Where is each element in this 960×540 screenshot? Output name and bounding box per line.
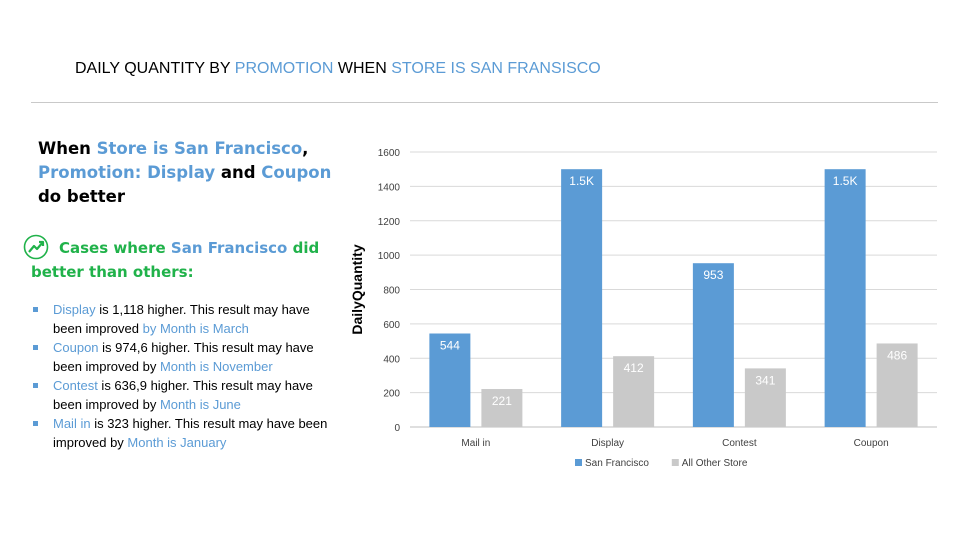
insight-headline: When Store is San Francisco, Promotion: …: [38, 137, 338, 209]
chart-svg: 0 200 400 600 800 1000 1200 1400 1600 DailyQuanti…: [349, 148, 937, 469]
legend-swatch: [575, 459, 582, 466]
insight-condition: by Month is March: [142, 321, 249, 336]
bar-all-other-store: [481, 389, 523, 427]
x-tick-label: Contest: [722, 438, 757, 449]
y-tick-label: 800: [383, 286, 400, 297]
cases-text: Cases where: [59, 239, 171, 257]
insight-category: Coupon: [53, 340, 99, 355]
y-axis-title: DailyQuantity: [349, 244, 365, 334]
data-label: 486: [887, 348, 907, 362]
insight-category: Mail in: [53, 416, 91, 431]
bar-san-francisco: [429, 333, 471, 427]
title-highlight: STORE IS SAN FRANSISCO: [391, 60, 601, 77]
y-tick-label: 600: [383, 320, 400, 331]
legend-swatch: [671, 459, 679, 466]
cases-heading: Cases where San Francisco did better tha…: [23, 234, 331, 284]
trending-up-icon: [23, 234, 49, 260]
data-label: 341: [755, 373, 775, 387]
legend-label: All Other Store: [682, 458, 748, 469]
list-item: Coupon is 974,6 higher. This result may …: [31, 338, 331, 376]
x-tick-label: Display: [591, 438, 624, 449]
insight-text: is 323 higher. This result may have been…: [53, 416, 328, 450]
bar-all-other-store: [876, 343, 918, 427]
data-label: 544: [440, 339, 460, 353]
title-part: DAILY QUANTITY BY: [75, 60, 235, 77]
headline-highlight: Coupon: [261, 163, 332, 182]
data-label: 1.5K: [833, 174, 858, 188]
insight-category: Contest: [53, 378, 98, 393]
headline-text: When: [38, 139, 97, 158]
insight-text: is 636,9 higher. This result may have be…: [53, 378, 313, 412]
x-tick-label: Mail in: [461, 438, 490, 449]
bar-chart: 0 200 400 600 800 1000 1200 1400 1600 DailyQuanti…: [340, 135, 950, 485]
y-tick-label: 1600: [378, 148, 401, 159]
y-tick-label: 400: [383, 354, 400, 365]
list-item: Display is 1,118 higher. This result may…: [31, 300, 331, 338]
data-label: 412: [624, 361, 644, 375]
title-part: WHEN: [333, 60, 392, 77]
insight-text: is 1,118 higher. This result may have be…: [53, 302, 310, 336]
legend-label: San Francisco: [585, 458, 649, 469]
insight-condition: Month is June: [159, 397, 241, 412]
title-divider: [31, 102, 938, 103]
bar-all-other-store: [744, 368, 786, 427]
insight-category: Display: [53, 302, 96, 317]
bar-san-francisco: [561, 169, 603, 427]
y-tick-label: 1000: [378, 251, 401, 262]
data-label: 221: [492, 394, 512, 408]
bar-all-other-store: [613, 356, 655, 427]
y-tick-label: 200: [383, 389, 400, 400]
title-highlight: PROMOTION: [234, 60, 334, 77]
page-title: DAILY QUANTITY BY PROMOTION WHEN STORE I…: [75, 60, 601, 78]
cases-highlight: San Francisco: [170, 239, 288, 257]
bar-san-francisco: [824, 169, 866, 427]
y-tick-label: 1400: [378, 182, 401, 193]
data-label: 1.5K: [569, 174, 594, 188]
insight-condition: Month is January: [127, 435, 227, 450]
list-item: Mail in is 323 higher. This result may h…: [31, 414, 331, 452]
x-tick-label: Coupon: [854, 438, 889, 449]
bar-san-francisco: [692, 263, 734, 427]
cases-text: did better than others:: [31, 239, 320, 281]
headline-text: and: [215, 163, 262, 182]
headline-text: ,: [302, 139, 309, 158]
insight-condition: Month is November: [159, 359, 273, 374]
headline-highlight: Store is San Francisco: [96, 139, 303, 158]
list-item: Contest is 636,9 higher. This result may…: [31, 376, 331, 414]
headline-text: do better: [38, 187, 125, 206]
headline-highlight: Promotion: Display: [38, 163, 216, 182]
y-tick-label: 1200: [378, 217, 401, 228]
insight-text: is 974,6 higher. This result may have be…: [53, 340, 314, 374]
insight-list: Display is 1,118 higher. This result may…: [31, 300, 331, 452]
y-tick-label: 0: [394, 423, 400, 434]
data-label: 953: [703, 268, 723, 282]
